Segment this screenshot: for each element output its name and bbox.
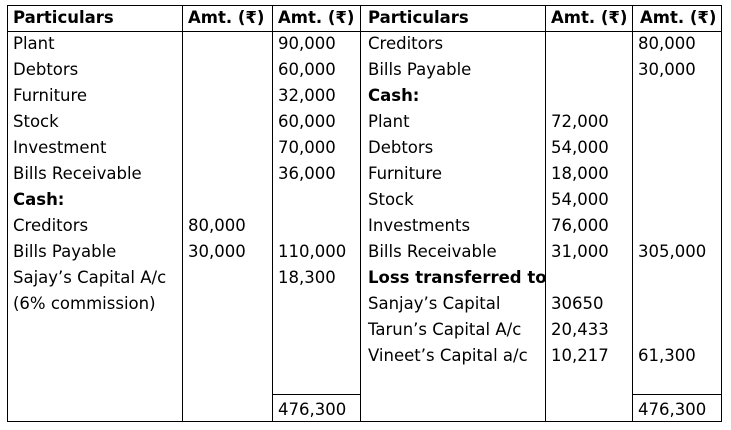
- credit-row-outer: 30,000: [638, 60, 696, 79]
- debit-total: 476,300: [278, 400, 347, 419]
- debit-row-particular: Investment: [13, 138, 107, 157]
- total-rule-right: [632, 394, 722, 395]
- credit-row-particular: Bills Receivable: [368, 242, 497, 261]
- credit-row-inner: 10,217: [551, 346, 609, 365]
- credit-row-inner: 18,000: [551, 164, 609, 183]
- credit-row-particular: Tarun’s Capital A/c: [368, 320, 522, 339]
- credit-row-particular: Vineet’s Capital a/c: [368, 346, 528, 365]
- debit-row-particular: (6% commission): [13, 294, 156, 313]
- credit-row-outer: 80,000: [638, 34, 696, 53]
- debit-row-particular: Plant: [13, 34, 55, 53]
- debit-row-outer: 110,000: [278, 242, 347, 261]
- header-particulars-left: Particulars: [13, 8, 114, 27]
- credit-row-inner: 76,000: [551, 216, 609, 235]
- column-divider: [360, 6, 361, 421]
- credit-row-particular: Plant: [368, 112, 410, 131]
- column-divider: [632, 6, 633, 421]
- column-divider: [545, 6, 546, 421]
- debit-row-outer: 32,000: [278, 86, 336, 105]
- debit-row-particular: Creditors: [13, 216, 89, 235]
- credit-row-inner: 54,000: [551, 138, 609, 157]
- realisation-account-table: Particulars Amt. (₹) Amt. (₹) Particular…: [7, 5, 722, 422]
- credit-row-inner: 72,000: [551, 112, 609, 131]
- credit-row-inner: 20,433: [551, 320, 609, 339]
- debit-row-outer: 60,000: [278, 60, 336, 79]
- credit-row-particular: Investments: [368, 216, 471, 235]
- credit-row-particular: Debtors: [368, 138, 434, 157]
- credit-total: 476,300: [638, 400, 707, 419]
- debit-row-particular: Sajay’s Capital A/c: [13, 268, 167, 287]
- debit-row-outer: 70,000: [278, 138, 336, 157]
- debit-row-outer: 90,000: [278, 34, 336, 53]
- credit-row-particular: Cash:: [368, 86, 420, 105]
- credit-row-particular: Sanjay’s Capital: [368, 294, 501, 313]
- debit-row-outer: 18,300: [278, 268, 336, 287]
- debit-row-outer: 60,000: [278, 112, 336, 131]
- credit-row-inner: 31,000: [551, 242, 609, 261]
- debit-row-inner: 30,000: [188, 242, 246, 261]
- column-divider: [182, 6, 183, 421]
- total-rule-left: [272, 394, 360, 395]
- credit-row-inner: 54,000: [551, 190, 609, 209]
- header-amount-right-1: Amt. (₹): [551, 8, 628, 27]
- credit-row-particular: Creditors: [368, 34, 444, 53]
- credit-row-outer: 305,000: [638, 242, 707, 261]
- credit-row-inner: 30650: [551, 294, 604, 313]
- debit-row-particular: Stock: [13, 112, 59, 131]
- credit-row-outer: 61,300: [638, 346, 696, 365]
- credit-row-particular: Bills Payable: [368, 60, 472, 79]
- header-divider: [8, 31, 721, 32]
- debit-row-inner: 80,000: [188, 216, 246, 235]
- debit-row-particular: Debtors: [13, 60, 79, 79]
- header-amount-left-2: Amt. (₹): [278, 8, 355, 27]
- credit-row-particular: Furniture: [368, 164, 443, 183]
- column-divider: [272, 6, 273, 421]
- credit-row-particular: Loss transferred to: [368, 268, 547, 287]
- debit-row-particular: Furniture: [13, 86, 88, 105]
- debit-row-particular: Bills Payable: [13, 242, 117, 261]
- header-amount-right-2: Amt. (₹): [640, 8, 717, 27]
- header-amount-left-1: Amt. (₹): [188, 8, 265, 27]
- header-particulars-right: Particulars: [368, 8, 469, 27]
- debit-row-particular: Cash:: [13, 190, 65, 209]
- credit-row-particular: Stock: [368, 190, 414, 209]
- debit-row-particular: Bills Receivable: [13, 164, 142, 183]
- debit-row-outer: 36,000: [278, 164, 336, 183]
